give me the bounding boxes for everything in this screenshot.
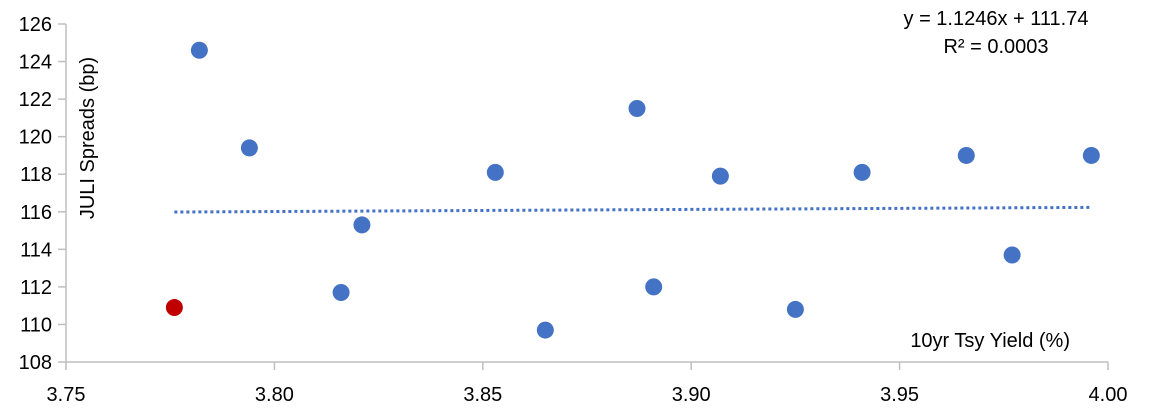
- data-point: [957, 146, 975, 164]
- x-axis-label: 10yr Tsy Yield (%): [910, 330, 1070, 352]
- x-tick-label: 3.90: [672, 384, 711, 406]
- data-point: [353, 216, 371, 234]
- y-tick-label: 122: [19, 89, 52, 111]
- data-point: [332, 284, 350, 302]
- y-tick-label: 112: [20, 277, 52, 299]
- data-point: [645, 278, 663, 296]
- y-tick-label: 124: [19, 52, 52, 74]
- y-tick-label: 110: [20, 314, 52, 336]
- data-point: [240, 139, 258, 157]
- data-points: [165, 41, 1100, 339]
- data-point: [853, 163, 871, 181]
- y-axis-label: JULI Spreads (bp): [77, 57, 99, 219]
- trendline-line: [174, 205, 1092, 214]
- y-tick-label: 118: [20, 164, 52, 186]
- data-point: [1082, 146, 1100, 164]
- x-tick-label: 3.95: [880, 384, 919, 406]
- data-point: [628, 100, 646, 117]
- x-tick-label: 3.75: [47, 384, 86, 406]
- y-tick-label: 116: [20, 202, 52, 224]
- data-point: [786, 300, 804, 318]
- y-axis-ticks: 108 110 112 114 116 118 120 122 124 126: [19, 14, 66, 374]
- y-tick-label: 126: [19, 14, 52, 36]
- data-point: [711, 167, 729, 185]
- x-axis-ticks: 3.75 3.80 3.85 3.90 3.95 4.00: [47, 362, 1128, 406]
- data-point: [165, 299, 183, 317]
- x-tick-label: 3.80: [255, 384, 294, 406]
- trendline-equation: y = 1.1246x + 111.74: [904, 8, 1089, 30]
- axes: [65, 24, 1108, 363]
- trendline-r-squared: R² = 0.0003: [943, 36, 1048, 58]
- y-tick-label: 114: [20, 239, 52, 261]
- y-tick-label: 120: [19, 127, 52, 149]
- y-tick-label: 108: [19, 352, 52, 374]
- data-point: [486, 163, 504, 181]
- data-point: [536, 321, 554, 339]
- trendline: [174, 205, 1092, 214]
- data-point: [1003, 246, 1021, 264]
- x-tick-label: 4.00: [1089, 384, 1128, 406]
- x-tick-label: 3.85: [463, 384, 502, 406]
- data-point: [190, 41, 208, 59]
